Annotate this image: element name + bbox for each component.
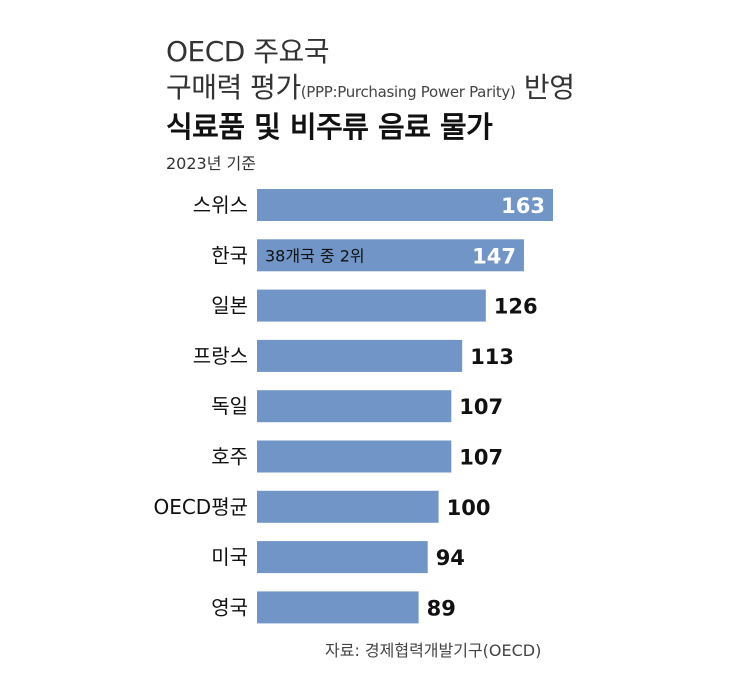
bar-일본 bbox=[257, 289, 486, 322]
value-label-영국: 89 bbox=[427, 596, 456, 620]
value-label-한국: 147 bbox=[472, 244, 516, 268]
category-label-oecd평균: OECD평균 bbox=[153, 495, 248, 519]
title-line-1: OECD 주요국 bbox=[166, 35, 330, 68]
bar-프랑스 bbox=[257, 339, 463, 372]
title-line-3: 식료품 및 비주류 음료 물가 bbox=[166, 110, 493, 144]
chart-subtitle: 2023년 기준 bbox=[166, 154, 256, 173]
annotation-한국: 38개국 중 2위 bbox=[265, 246, 365, 265]
value-label-프랑스: 113 bbox=[470, 345, 514, 369]
category-label-호주: 호주 bbox=[211, 445, 248, 469]
category-label-독일: 독일 bbox=[211, 394, 248, 418]
category-label-미국: 미국 bbox=[211, 545, 248, 569]
bar-호주 bbox=[257, 440, 452, 473]
bar-미국 bbox=[257, 541, 428, 574]
value-label-미국: 94 bbox=[436, 546, 465, 570]
category-label-프랑스: 프랑스 bbox=[193, 344, 248, 368]
category-label-한국: 한국 bbox=[211, 243, 248, 267]
value-label-독일: 107 bbox=[459, 395, 503, 419]
value-label-oecd평균: 100 bbox=[447, 496, 491, 520]
source-note: 자료: 경제협력개발기구(OECD) bbox=[325, 641, 542, 660]
value-label-호주: 107 bbox=[459, 446, 503, 470]
bar-한국 bbox=[257, 239, 524, 272]
bar-독일 bbox=[257, 390, 452, 423]
title-line-2-paren: (PPP:Purchasing Power Parity) bbox=[300, 83, 516, 101]
title-line-2-main: 구매력 평가 bbox=[166, 71, 301, 104]
value-label-일본: 126 bbox=[494, 295, 538, 319]
bar-스위스 bbox=[257, 189, 553, 221]
bar-oecd평균 bbox=[257, 490, 439, 523]
title-line-2: 구매력 평가(PPP:Purchasing Power Parity) 반영 bbox=[166, 66, 575, 106]
category-label-영국: 영국 bbox=[211, 595, 248, 619]
title-line-2-end: 반영 bbox=[515, 71, 575, 104]
category-label-일본: 일본 bbox=[211, 294, 248, 318]
bar-영국 bbox=[257, 591, 419, 624]
value-label-스위스: 163 bbox=[501, 194, 545, 218]
category-label-스위스: 스위스 bbox=[193, 193, 248, 217]
